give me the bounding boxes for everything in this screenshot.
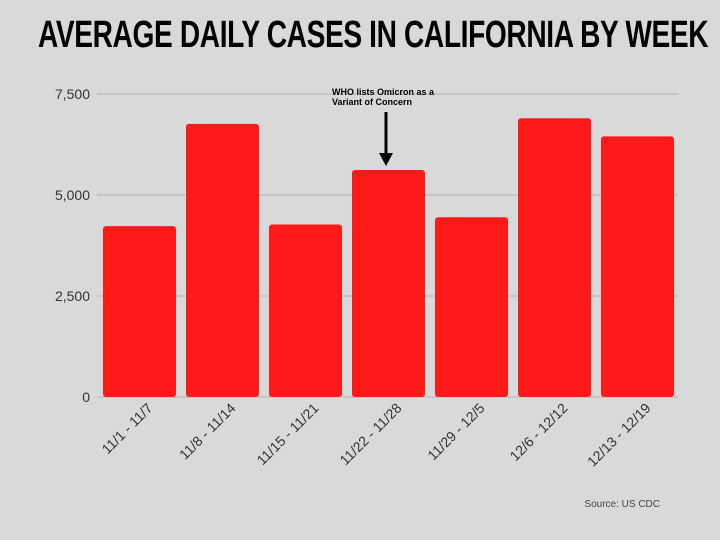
x-tick-label: 12/13 - 12/19 [584, 400, 654, 470]
annotation-text: WHO lists Omicron as a [332, 87, 435, 97]
bar [103, 226, 176, 397]
bar [186, 123, 259, 398]
x-tick-label: 11/22 - 11/28 [336, 400, 404, 468]
bar [601, 136, 674, 398]
x-tick-label: 11/8 - 11/14 [176, 400, 239, 463]
bar [435, 217, 508, 397]
x-tick-label: 11/15 - 11/21 [253, 400, 321, 468]
annotation-arrowhead [379, 153, 393, 166]
x-tick-label: 11/1 - 11/7 [98, 400, 155, 457]
x-tick-label: 12/6 - 12/12 [506, 400, 570, 464]
source-note: Source: US CDC [584, 499, 660, 510]
bar [518, 118, 591, 398]
y-tick-label: 0 [82, 389, 90, 405]
bar [352, 169, 425, 397]
y-tick-label: 2,500 [55, 288, 90, 304]
y-tick-label: 5,000 [55, 187, 90, 203]
y-tick-label: 7,500 [55, 86, 90, 102]
chart-title: AVERAGE DAILY CASES IN CALIFORNIA BY WEE… [38, 14, 709, 56]
bar [269, 224, 342, 397]
x-tick-label: 11/29 - 12/5 [424, 400, 488, 464]
annotation-text: Variant of Concern [332, 97, 412, 107]
